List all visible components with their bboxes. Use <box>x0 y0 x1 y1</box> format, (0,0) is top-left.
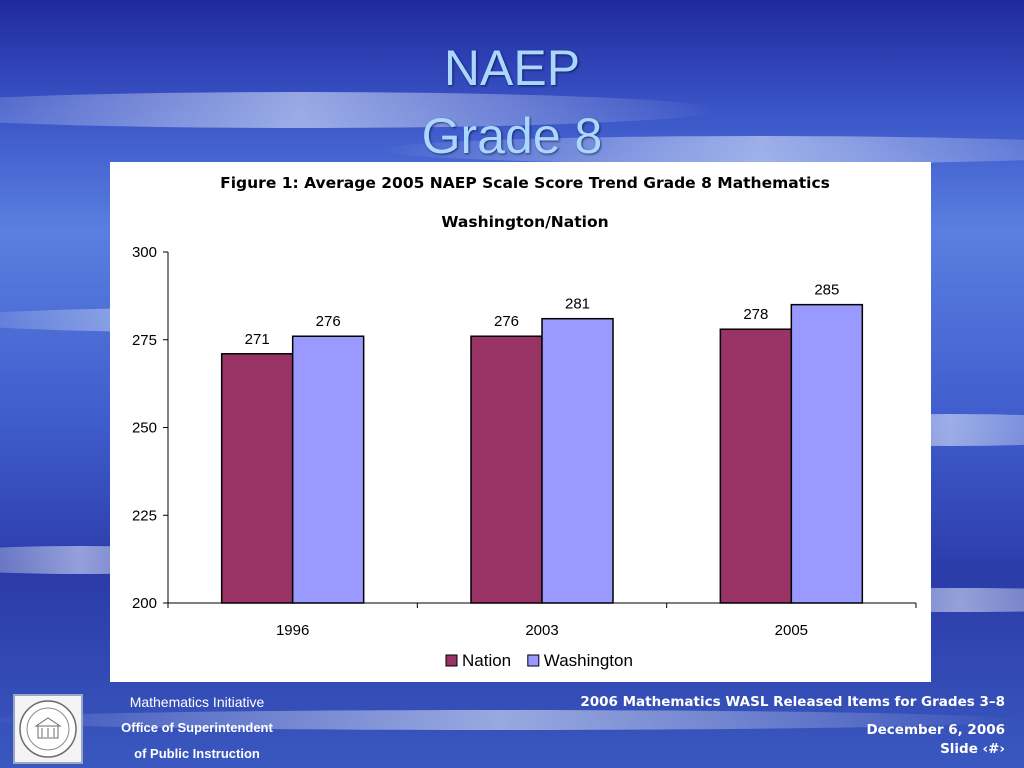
footer-slide-number: Slide ‹#› <box>940 741 1005 757</box>
bar-washington-1996 <box>291 335 365 604</box>
y-tick-label: 300 <box>132 244 157 261</box>
x-tick-label: 2005 <box>775 622 808 639</box>
legend-label-washington: Washington <box>544 651 633 670</box>
data-label: 278 <box>743 306 768 323</box>
x-tick-label: 2003 <box>525 622 558 639</box>
slide-title-line1: NAEP <box>443 40 581 96</box>
x-tick-label: 1996 <box>276 622 309 639</box>
footer-presentation-title: 2006 Mathematics WASL Released Items for… <box>580 694 1005 710</box>
data-label: 271 <box>245 331 270 348</box>
legend-swatch-nation <box>445 654 458 667</box>
data-label: 281 <box>565 296 590 313</box>
data-label: 285 <box>814 282 839 299</box>
footer-office-line1: Office of Superintendent <box>121 720 273 735</box>
footer-org-name: Mathematics Initiative <box>129 694 265 710</box>
bar-washington-2003 <box>541 317 614 604</box>
slide-title-line2: Grade 8 <box>421 108 603 164</box>
chart-panel: Figure 1: Average 2005 NAEP Scale Score … <box>110 162 931 682</box>
bar-chart: Figure 1: Average 2005 NAEP Scale Score … <box>132 174 917 670</box>
bar-nation-1996 <box>220 353 294 604</box>
chart-subtitle: Washington/Nation <box>441 213 608 231</box>
legend-label-nation: Nation <box>462 651 511 670</box>
data-label: 276 <box>316 313 341 330</box>
y-tick-label: 200 <box>132 595 157 612</box>
footer-date: December 6, 2006 <box>866 722 1005 738</box>
bar-nation-2003 <box>470 335 543 604</box>
bar-nation-2005 <box>719 328 793 604</box>
bar-washington-2005 <box>790 303 864 604</box>
y-tick-label: 225 <box>132 507 157 524</box>
chart-title: Figure 1: Average 2005 NAEP Scale Score … <box>220 174 830 192</box>
y-tick-label: 275 <box>132 332 157 349</box>
data-label: 276 <box>494 313 519 330</box>
footer-office-line2: of Public Instruction <box>134 746 260 761</box>
ospi-seal-logo <box>13 694 83 764</box>
y-tick-label: 250 <box>132 420 157 437</box>
legend-swatch-washington <box>527 654 540 667</box>
